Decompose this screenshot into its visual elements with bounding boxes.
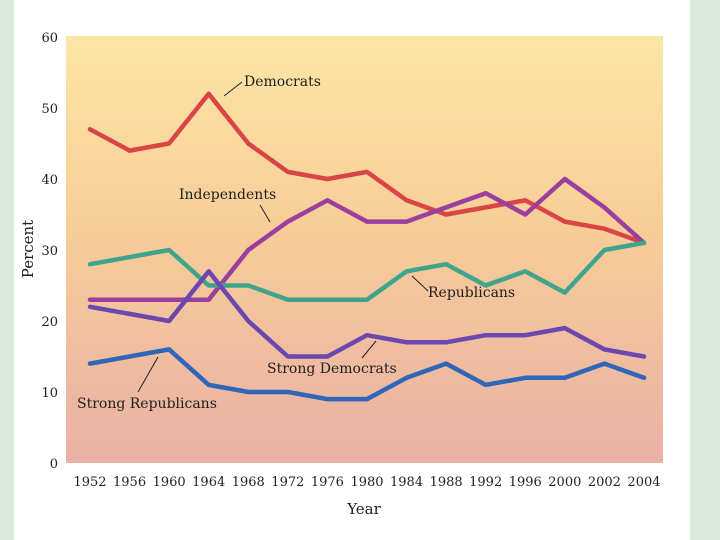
annotation-strong-republicans: Strong Republicans [77, 396, 217, 412]
x-tick-labels: 1952 1956 1960 1964 1968 1972 1976 1980 1984 1988… [73, 475, 660, 490]
x-tick-label: 1988 [430, 475, 463, 490]
x-tick-label: 1992 [469, 475, 502, 490]
x-tick-label: 1960 [153, 475, 186, 490]
annotation-leader-strong-republicans [137, 356, 159, 393]
x-axis-title: Year [346, 500, 381, 518]
x-tick-label: 1996 [509, 475, 542, 490]
x-tick-label: 1984 [390, 475, 423, 490]
y-tick-label: 20 [41, 315, 58, 330]
y-tick-label: 0 [50, 457, 58, 472]
x-tick-label: 2002 [588, 475, 621, 490]
x-tick-label: 2004 [627, 475, 660, 490]
annotation-leader-democrats [223, 81, 243, 97]
y-tick-label: 60 [41, 31, 58, 46]
x-tick-label: 1968 [232, 475, 265, 490]
y-tick-label: 50 [41, 102, 58, 117]
x-tick-label: 1980 [350, 475, 383, 490]
annotation-leader-strong-democrats [361, 340, 377, 359]
series-lines [87, 91, 647, 402]
y-tick-label: 30 [41, 244, 58, 259]
series-annotations: Democrats Independents Republicans Strong D… [77, 74, 515, 412]
series-line-strong-republicans [87, 347, 647, 402]
y-tick-labels: 0 10 20 30 40 50 60 [41, 31, 58, 472]
series-line-strong-democrats [87, 269, 647, 359]
x-tick-label: 1976 [311, 475, 344, 490]
x-tick-label: 1964 [192, 475, 225, 490]
annotation-republicans: Republicans [428, 285, 515, 301]
y-axis-title: Percent [19, 220, 37, 278]
annotation-leader-republicans [411, 275, 429, 292]
series-line-independents [87, 176, 647, 302]
annotation-strong-democrats: Strong Democrats [267, 361, 397, 377]
series-line-republicans [87, 240, 647, 302]
y-tick-label: 40 [41, 173, 58, 188]
x-tick-label: 1956 [113, 475, 146, 490]
annotation-leader-independents [259, 204, 271, 223]
series-line-democrats [87, 91, 647, 246]
annotation-independents: Independents [179, 187, 276, 203]
annotation-democrats: Democrats [244, 74, 321, 90]
x-tick-label: 2000 [548, 475, 581, 490]
x-tick-label: 1952 [73, 475, 106, 490]
y-tick-label: 10 [41, 386, 58, 401]
x-tick-label: 1972 [271, 475, 304, 490]
